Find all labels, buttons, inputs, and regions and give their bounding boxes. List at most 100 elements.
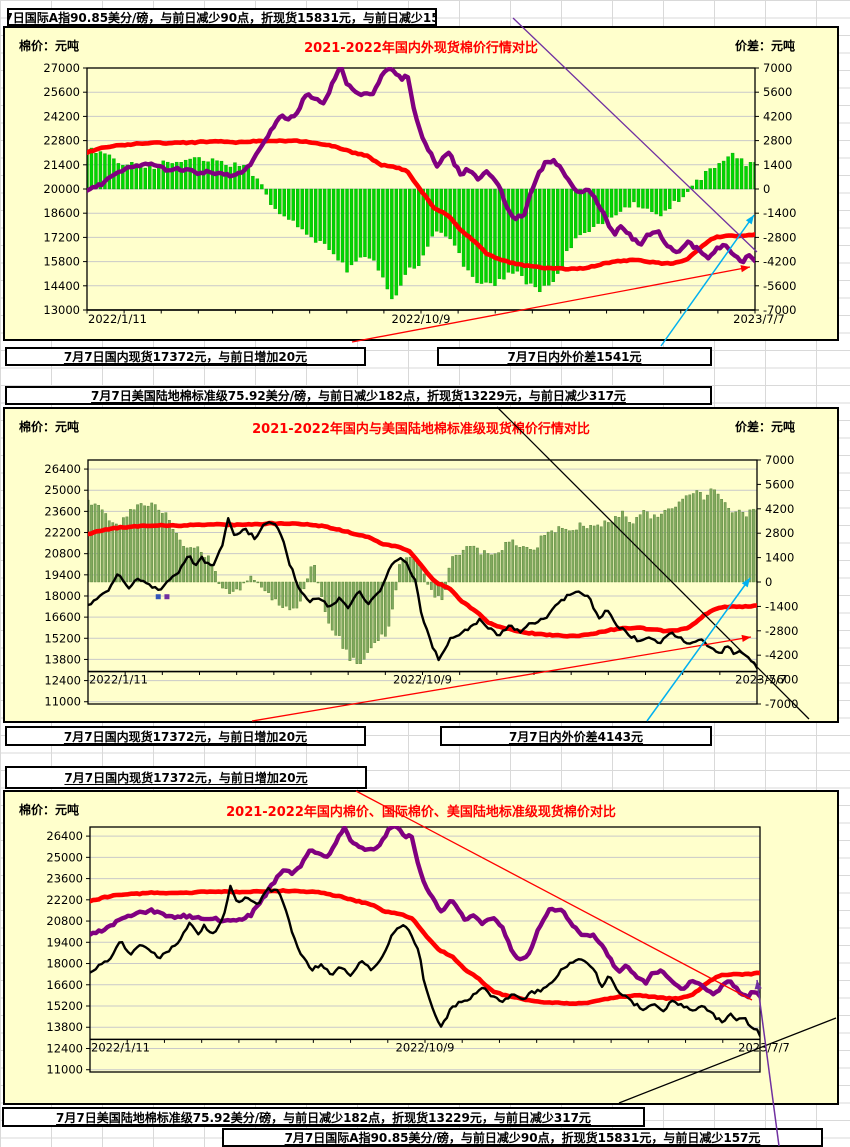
diff-bar <box>157 509 161 583</box>
diff-bar <box>210 565 214 583</box>
diff-bar <box>686 188 690 192</box>
diff-bar <box>267 581 270 593</box>
diff-bar <box>706 494 709 583</box>
chart1-domestic-vs-intl: 棉价：元吨 2021-2022年国内外现货棉价行情对比 价差：元吨 27000 2… <box>3 26 839 341</box>
left-axis-tick-label: 19400 <box>44 568 81 582</box>
diff-bar <box>146 505 150 583</box>
diff-bar <box>380 581 384 635</box>
diff-bar <box>550 530 554 583</box>
right-axis-tick-label: 4200 <box>765 502 794 516</box>
diff-bar <box>336 188 340 261</box>
left-axis-tick-label: 15200 <box>44 631 81 645</box>
right-axis-tick-label: -4200 <box>765 648 798 662</box>
diff-bar <box>306 578 309 583</box>
diff-bar <box>426 188 430 247</box>
line-series-group <box>87 67 755 272</box>
diff-bar <box>300 188 304 230</box>
diff-bar <box>260 581 263 588</box>
diff-bar <box>638 514 642 583</box>
right-axis-tick-label: -1400 <box>763 206 796 220</box>
diff-bar <box>635 517 639 583</box>
diff-bar <box>596 524 600 583</box>
diff-bar <box>341 581 345 649</box>
diff-bar <box>721 160 726 190</box>
diff-bar <box>529 549 532 583</box>
diff-bar <box>264 188 269 195</box>
diff-bar <box>752 508 755 583</box>
banner-us-quote-mid-text: 7月7日美国陆地棉标准级75.92美分/磅，与前日减少182点，折现货13229… <box>91 389 626 403</box>
diff-bar <box>623 188 627 208</box>
right-axis-tick-label: 0 <box>765 575 772 589</box>
chart2-domestic-vs-us: 棉价：元吨 2021-2022年国内与美国陆地棉标准级现货棉价行情对比 价差：元… <box>3 407 839 723</box>
diff-bar <box>488 188 493 284</box>
left-axis-tick-label: 11000 <box>44 695 81 709</box>
price-line-domestic <box>87 138 755 272</box>
right-axis-tick-label: -1400 <box>765 599 798 613</box>
left-axis-tick-label: 13800 <box>46 1020 83 1034</box>
diff-bar <box>199 551 203 583</box>
diff-bar <box>282 188 286 217</box>
diff-bar <box>557 526 561 583</box>
diff-bar <box>185 547 189 583</box>
banner-chart2-domestic: 7月7日国内现货17372元，与前日增加20元 <box>5 726 366 746</box>
diff-bar <box>206 555 210 583</box>
x-axis-date-label: 2022/10/9 <box>393 673 452 687</box>
diff-bar <box>627 188 632 208</box>
diff-bar <box>522 546 525 583</box>
diff-bar <box>691 493 695 583</box>
diff-bar <box>358 188 363 258</box>
banner-chart1-domestic: 7月7日国内现货17372元，与前日增加20元 <box>5 347 366 366</box>
diff-bar <box>100 509 104 583</box>
right-axis-tick-label: -5600 <box>763 279 796 293</box>
diff-bar <box>345 188 349 273</box>
diff-bar <box>373 581 377 643</box>
banner-chart1-domestic-text: 7月7日国内现货17372元，与前日增加20元 <box>63 350 308 364</box>
diff-bar <box>139 503 143 583</box>
banner-chart3-domestic-text: 7月7日国内现货17372元，与前日增加20元 <box>64 771 308 785</box>
diff-bar <box>672 188 677 201</box>
diff-bar <box>609 188 614 218</box>
left-axis-tick-label: 17200 <box>43 230 80 244</box>
diff-bar <box>454 554 458 583</box>
diff-bar <box>125 516 129 583</box>
diff-bar <box>553 532 557 583</box>
diff-bar <box>677 188 681 202</box>
diff-bar <box>349 188 354 266</box>
diff-bar <box>599 526 603 583</box>
diff-bar <box>539 535 543 583</box>
diff-bar <box>720 499 723 583</box>
diff-bar <box>681 498 685 583</box>
diff-bar <box>614 516 617 583</box>
diff-bar <box>500 550 504 583</box>
diff-bar <box>90 504 93 583</box>
left-axis-tick-label: 13000 <box>43 303 80 317</box>
diff-bar <box>649 518 653 583</box>
diff-bar <box>277 581 281 606</box>
diff-bar <box>486 553 490 583</box>
diff-bar <box>497 552 500 583</box>
point-marker <box>155 594 161 600</box>
diff-bar <box>171 529 175 583</box>
diff-bar <box>203 557 207 583</box>
diff-bar <box>466 188 470 271</box>
diff-bar <box>157 165 161 190</box>
diff-bar <box>179 162 183 190</box>
diff-bar <box>318 188 322 241</box>
diff-bar <box>674 506 677 583</box>
diff-bar <box>320 581 323 597</box>
diff-bar <box>585 528 589 583</box>
left-axis-tick-label: 26400 <box>46 829 83 843</box>
right-axis-tick-label: 1400 <box>765 551 794 565</box>
diff-bar <box>309 188 313 238</box>
diff-bar <box>663 188 668 211</box>
diff-bar <box>97 505 100 583</box>
x-axis-date-label: 2022/1/11 <box>91 1040 150 1054</box>
diff-bar <box>479 188 484 284</box>
chart1-canvas: 27000 25600 24200 22800 21400 20000 18600 17200… <box>43 61 796 326</box>
left-axis-tick-label: 22200 <box>46 893 83 907</box>
diff-bar <box>98 151 103 190</box>
diff-bar <box>430 188 434 237</box>
diff-bar <box>217 581 221 584</box>
diff-bar <box>118 524 122 583</box>
diff-bar <box>476 547 479 583</box>
